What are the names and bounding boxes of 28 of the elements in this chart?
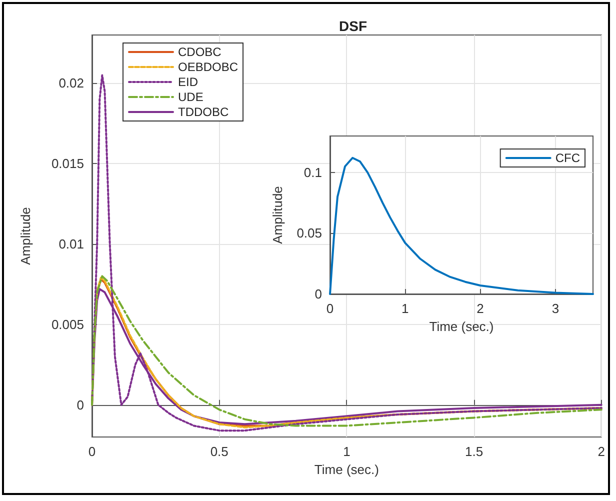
- y-axis-title: Amplitude: [270, 186, 285, 244]
- y-tick-label: 0.01: [58, 236, 84, 252]
- x-tick-label: 0.5: [210, 444, 228, 459]
- x-tick-label: 1: [343, 444, 350, 459]
- legend-label: CFC: [555, 151, 580, 165]
- y-axis-title: Amplitude: [18, 207, 33, 265]
- x-tick-label: 0: [326, 301, 334, 316]
- x-tick-label: 2: [598, 444, 605, 459]
- x-tick-label: 3: [552, 301, 560, 316]
- x-tick-label: 1: [402, 301, 409, 316]
- legend-label: UDE: [178, 90, 204, 104]
- y-tick-label: 0.05: [296, 226, 322, 241]
- chart-title: DSF: [339, 18, 368, 34]
- legend-label: OEBDOBC: [178, 60, 238, 74]
- legend-label: TDDOBC: [178, 105, 229, 119]
- y-tick-label: 0.1: [304, 164, 322, 180]
- legend-label: EID: [178, 75, 198, 89]
- y-tick-label: 0.005: [51, 316, 84, 332]
- y-tick-label: 0: [76, 397, 84, 412]
- x-tick-label: 1.5: [465, 444, 484, 459]
- x-tick-label: 2: [476, 301, 484, 316]
- legend-label: CDOBC: [178, 45, 222, 59]
- y-tick-label: 0: [314, 286, 322, 302]
- x-axis-title: Time (sec.): [429, 319, 494, 334]
- x-tick-label: 0: [88, 444, 96, 459]
- x-axis-title: Time (sec.): [314, 462, 379, 477]
- y-tick-label: 0.02: [58, 76, 84, 91]
- y-tick-label: 0.015: [51, 156, 84, 172]
